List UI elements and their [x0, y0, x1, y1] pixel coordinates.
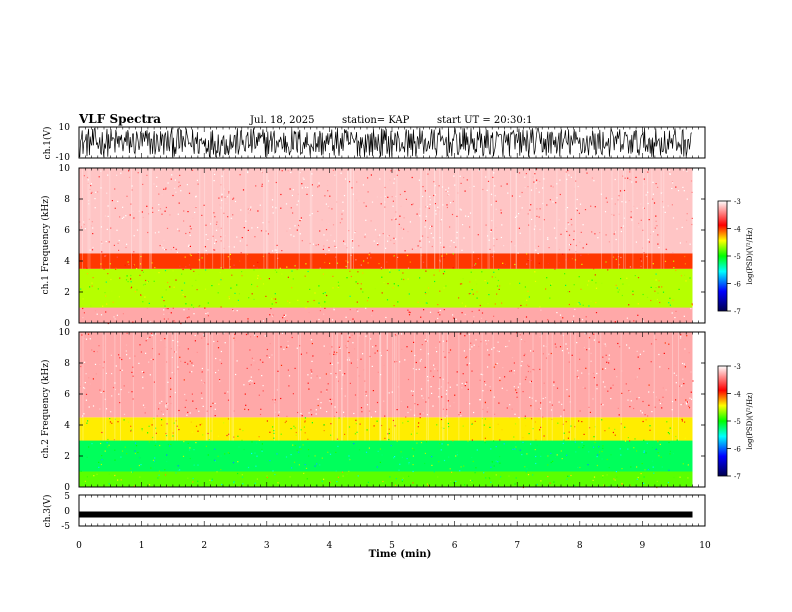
ch2-colorbar: -3 -4 -5 -6 -7 log(PSD)(V²/Hz) [717, 363, 754, 481]
x-tick-label-3: 3 [264, 541, 270, 551]
x-tick-label-4: 4 [327, 541, 333, 551]
cb1-ticks-label-2: -5 [734, 253, 741, 261]
spec2-ytick-label-1: 2 [64, 452, 70, 462]
spec2-band-0 [79, 471, 693, 487]
station-label: station= KAP [342, 115, 410, 126]
spec2-band-3 [79, 332, 693, 418]
date-label: Jul. 18, 2025 [249, 115, 315, 126]
ch2-spectrogram-image [79, 332, 694, 489]
spec2-speckle [79, 332, 694, 489]
spec2-band-1 [79, 440, 693, 472]
x-tick-label-10: 10 [699, 541, 711, 551]
spec1-ytick-label-0: 0 [64, 319, 70, 329]
ch3-waveform-ylabel: ch.3(V) [42, 495, 53, 528]
x-axis-title: Time (min) [369, 549, 432, 560]
ch2-colorbar-label: log(PSD)(V²/Hz) [746, 392, 754, 449]
ch1-ytick-bottom: -10 [56, 153, 71, 163]
x-tick-label-6: 6 [452, 541, 458, 551]
spec2-ytick-label-0: 0 [64, 483, 70, 493]
x-tick-label-9: 9 [640, 541, 646, 551]
cb2-ticks-label-0: -3 [734, 363, 741, 371]
x-tick-label-1: 1 [139, 541, 145, 551]
ch1-ytick-top: 10 [59, 123, 71, 133]
ch3-ytick-bottom: -5 [61, 522, 70, 532]
spec2-ytick-label-2: 4 [64, 421, 70, 431]
cb1-ticks-label-0: -3 [734, 198, 741, 206]
spec1-ytick-label-4: 8 [64, 195, 70, 205]
ch2-spectrogram-ylabel: ch.2 Frequency (kHz) [40, 360, 51, 459]
ch1-colorbar-label: log(PSD)(V²/Hz) [746, 227, 754, 284]
cb1-ticks-label-1: -4 [734, 226, 741, 234]
spec2-band-2 [79, 417, 693, 441]
x-tick-label-8: 8 [577, 541, 583, 551]
x-tick-label-0: 0 [76, 541, 82, 551]
x-tick-label-5: 5 [389, 541, 395, 551]
spec1-band-0 [79, 307, 693, 323]
spec1-band-3 [79, 168, 693, 254]
ch1-waveform-ylabel: ch.1(V) [42, 127, 53, 160]
spec1-ytick-label-5: 10 [59, 164, 71, 174]
x-tick-label-7: 7 [514, 541, 520, 551]
spec1-band-2 [79, 253, 693, 269]
spec2-ytick-label-3: 6 [64, 390, 70, 400]
x-tick-label-2: 2 [201, 541, 207, 551]
x-axis-labels: 0 1 2 3 4 5 6 7 8 9 10 [76, 541, 711, 551]
cb2-ticks-label-4: -7 [734, 473, 741, 481]
figure-title: VLF Spectra [78, 112, 161, 126]
spec1-speckle [79, 168, 694, 325]
cb1-ticks-label-3: -6 [734, 281, 741, 289]
ch1-waveform-trace [78, 126, 692, 158]
ch2-colorbar-gradient [717, 365, 728, 477]
ch1-spectrogram-panel: 0 2 4 6 8 10 ch.1 Frequency (kHz) [40, 164, 706, 329]
spec2-ytick-label-5: 10 [59, 328, 71, 338]
time-ticks [78, 127, 706, 526]
start-time-label: start UT = 20:30:1 [437, 115, 532, 126]
ch3-ytick-top: 5 [64, 492, 70, 502]
cb1-ticks-label-4: -7 [734, 308, 741, 316]
ch1-colorbar: -3 -4 -5 -6 -7 log(PSD)(V²/Hz) [717, 198, 754, 316]
spec1-ytick-label-3: 6 [64, 226, 70, 236]
ch1-spectrogram-image [79, 168, 694, 325]
cb2-ticks-label-3: -6 [734, 446, 741, 454]
ch1-spectrogram-ylabel: ch.1 Frequency (kHz) [40, 196, 51, 295]
ch1-colorbar-gradient [717, 200, 728, 312]
ch3-ytick-mid: 0 [64, 507, 70, 517]
cb2-ticks-label-2: -5 [734, 418, 741, 426]
spec1-band-1 [79, 268, 693, 308]
spec2-ytick-label-4: 8 [64, 359, 70, 369]
ch2-spectrogram-panel: 0 2 4 6 8 10 ch.2 Frequency (kHz) [40, 328, 706, 493]
ch3-waveform-trace [79, 511, 693, 518]
ch1-waveform-panel: 10 -10 ch.1(V) [42, 123, 706, 163]
cb2-ticks-label-1: -4 [734, 391, 741, 399]
spec1-ytick-label-1: 2 [64, 288, 70, 298]
spec1-ytick-label-2: 4 [64, 257, 70, 267]
